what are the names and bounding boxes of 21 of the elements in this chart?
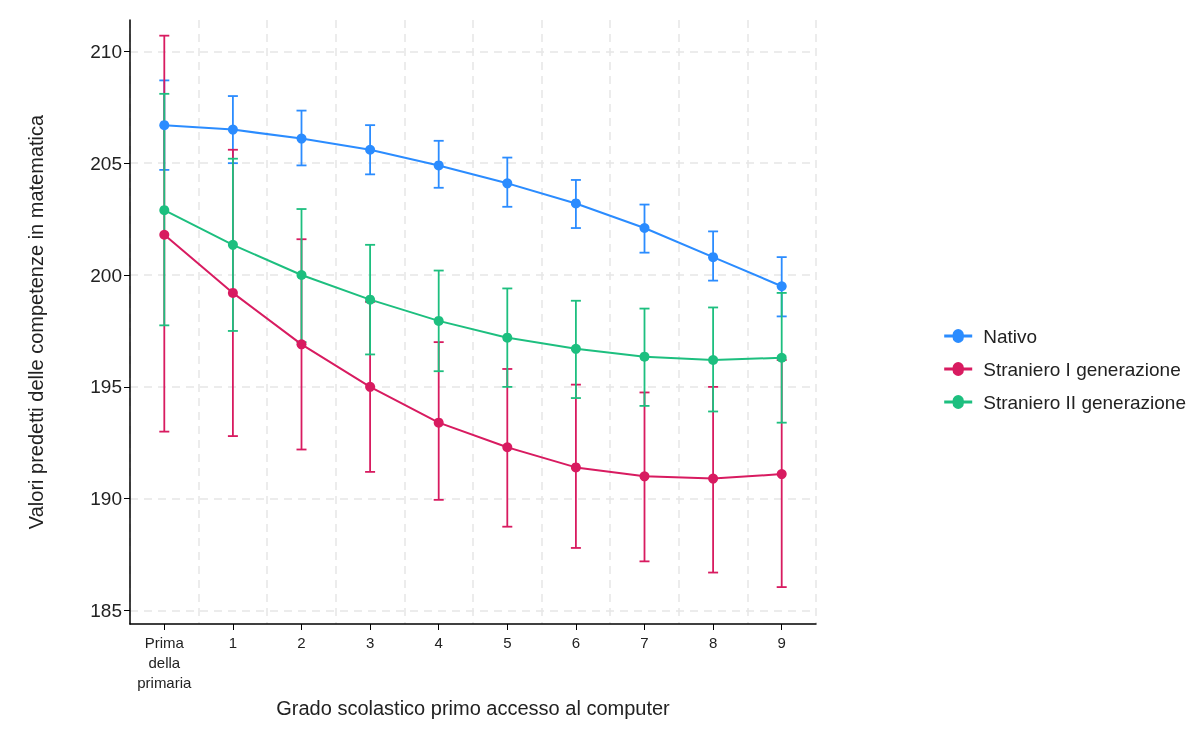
legend-label: Straniero II generazione (983, 391, 1186, 413)
legend-label: Nativo (983, 325, 1038, 347)
x-tick-label: 5 (503, 633, 512, 651)
x-tick-label: 3 (365, 633, 375, 651)
x-tick-label: 1 (228, 633, 238, 651)
x-axis-title: Grado scolastico primo accesso al computer (276, 697, 671, 719)
x-tick-label: 6 (571, 633, 581, 651)
y-tick-label: 190 (90, 488, 122, 510)
x-tick-label: 9 (777, 633, 786, 651)
y-tick-label: 200 (90, 264, 122, 286)
x-tick-label: 7 (640, 633, 649, 651)
legend-label: Straniero I generazione (983, 358, 1181, 380)
x-tick-label: 2 (297, 633, 306, 651)
x-tick-label: Prima della primaria (137, 633, 193, 691)
y-axis-title: Valori predetti delle competenze in matematica (25, 113, 47, 530)
y-tick-label: 195 (90, 376, 122, 398)
x-tick-label: 8 (708, 633, 718, 651)
y-tick-label: 205 (90, 152, 122, 174)
x-tick-label: 4 (434, 633, 443, 651)
y-tick-label: 210 (90, 40, 122, 62)
y-tick-label: 185 (90, 600, 122, 622)
